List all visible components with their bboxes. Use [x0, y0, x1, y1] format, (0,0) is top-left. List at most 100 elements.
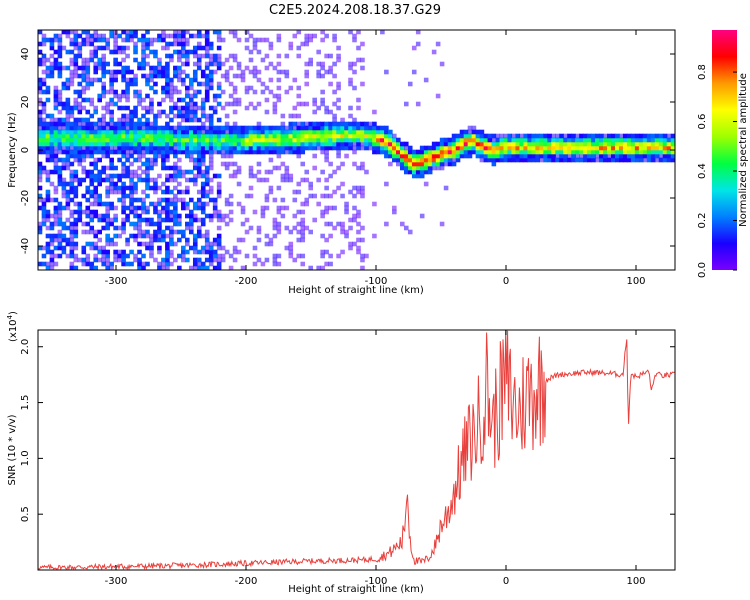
heatmap-cell — [161, 129, 166, 135]
heatmap-cell — [244, 105, 250, 111]
heatmap-cell — [161, 69, 166, 75]
heatmap-cell — [113, 173, 118, 179]
heatmap-cell — [248, 129, 254, 135]
heatmap-cell — [196, 57, 202, 63]
heatmap-cell — [407, 229, 413, 235]
heatmap-cell — [280, 177, 286, 183]
heatmap-cell — [300, 125, 306, 131]
heatmap-cell — [344, 141, 349, 147]
heatmap-cell — [396, 137, 401, 143]
heatmap-cell — [296, 113, 302, 119]
heatmap-cell — [292, 189, 298, 195]
heatmap-cell — [439, 145, 445, 151]
heatmap-cell — [61, 205, 67, 211]
heatmap-cell — [200, 217, 206, 223]
heatmap-cell — [654, 133, 660, 139]
heatmap-cell — [105, 233, 110, 239]
heatmap-cell — [200, 261, 206, 267]
heatmap-cell — [157, 221, 162, 227]
heatmap-cell — [364, 141, 369, 147]
heatmap-cell — [177, 149, 182, 155]
heatmap-cell — [316, 177, 321, 183]
heatmap-cell — [129, 37, 134, 43]
heatmap-cell — [244, 229, 250, 235]
heatmap-cell — [356, 165, 361, 171]
heatmap-cell — [268, 185, 274, 191]
heatmap-cell — [49, 249, 55, 255]
heatmap-cell — [137, 97, 142, 103]
heatmap-cell — [276, 221, 282, 227]
heatmap-cell — [97, 77, 102, 83]
heatmap-cell — [41, 149, 47, 155]
heatmap-cell — [129, 153, 134, 159]
heatmap-cell — [435, 165, 441, 171]
heatmap-cell — [49, 65, 55, 71]
heatmap-cell — [320, 141, 325, 147]
heatmap-cell — [543, 137, 548, 143]
heatmap-cell — [57, 245, 63, 251]
heatmap-cell — [356, 45, 361, 51]
heatmap-cell — [200, 161, 206, 167]
snr-y-ticks: 0.51.01.52.0 — [20, 339, 675, 522]
heatmap-cell — [220, 253, 226, 259]
heatmap-cell — [57, 233, 63, 239]
heatmap-cell — [304, 73, 310, 79]
heatmap-cell — [105, 69, 110, 75]
heatmap-cell — [61, 149, 67, 155]
heatmap-cell — [356, 133, 361, 139]
heatmap-cell — [97, 65, 102, 71]
heatmap-cell — [407, 149, 413, 155]
heatmap-cell — [240, 145, 246, 151]
heatmap-cell — [161, 157, 166, 163]
heatmap-cell — [384, 181, 389, 187]
heatmap-cell — [304, 169, 310, 175]
heatmap-cell — [129, 185, 134, 191]
heatmap-cell — [204, 141, 210, 147]
heatmap-cell — [256, 125, 262, 131]
heatmap-cell — [38, 109, 43, 115]
heatmap-cell — [173, 241, 178, 247]
heatmap-cell — [268, 169, 274, 175]
heatmap-cell — [236, 61, 242, 67]
heatmap-cell — [252, 73, 258, 79]
heatmap-cell — [336, 45, 341, 51]
heatmap-cell — [77, 41, 83, 47]
heatmap-cell — [65, 137, 71, 143]
heatmap-cell — [169, 125, 174, 131]
heatmap-cell — [185, 149, 190, 155]
heatmap-cell — [264, 137, 270, 143]
heatmap-cell — [204, 65, 210, 71]
heatmap-cell — [300, 101, 306, 107]
heatmap-cell — [360, 41, 365, 47]
heatmap-cell — [137, 173, 142, 179]
heatmap-cell — [181, 229, 186, 235]
heatmap-cell — [232, 89, 238, 95]
heatmap-cell — [364, 169, 369, 175]
heatmap-cell — [356, 105, 361, 111]
heatmap-cell — [165, 129, 170, 135]
heatmap-cell — [77, 33, 83, 39]
heatmap-cell — [296, 101, 302, 107]
heatmap-cell — [232, 173, 238, 179]
heatmap-cell — [169, 229, 174, 235]
heatmap-cell — [260, 141, 266, 147]
heatmap-cell — [531, 153, 536, 159]
heatmap-cell — [173, 30, 178, 35]
heatmap-cell — [57, 69, 63, 75]
heatmap-cell — [117, 185, 122, 191]
heatmap-cell — [515, 153, 521, 159]
heatmap-cell — [69, 197, 75, 203]
heatmap-cell — [204, 181, 210, 187]
heatmap-cell — [559, 153, 564, 159]
heatmap-cell — [173, 205, 178, 211]
heatmap-cell — [511, 149, 517, 155]
heatmap-cell — [185, 117, 190, 123]
heatmap-cell — [169, 145, 174, 151]
heatmap-cell — [646, 137, 652, 143]
heatmap-cell — [65, 241, 71, 247]
heatmap-cell — [547, 157, 552, 163]
heatmap-cell — [185, 177, 190, 183]
heatmap-cell — [240, 129, 246, 135]
heatmap-cell — [38, 81, 43, 87]
heatmap-cell — [220, 73, 226, 79]
